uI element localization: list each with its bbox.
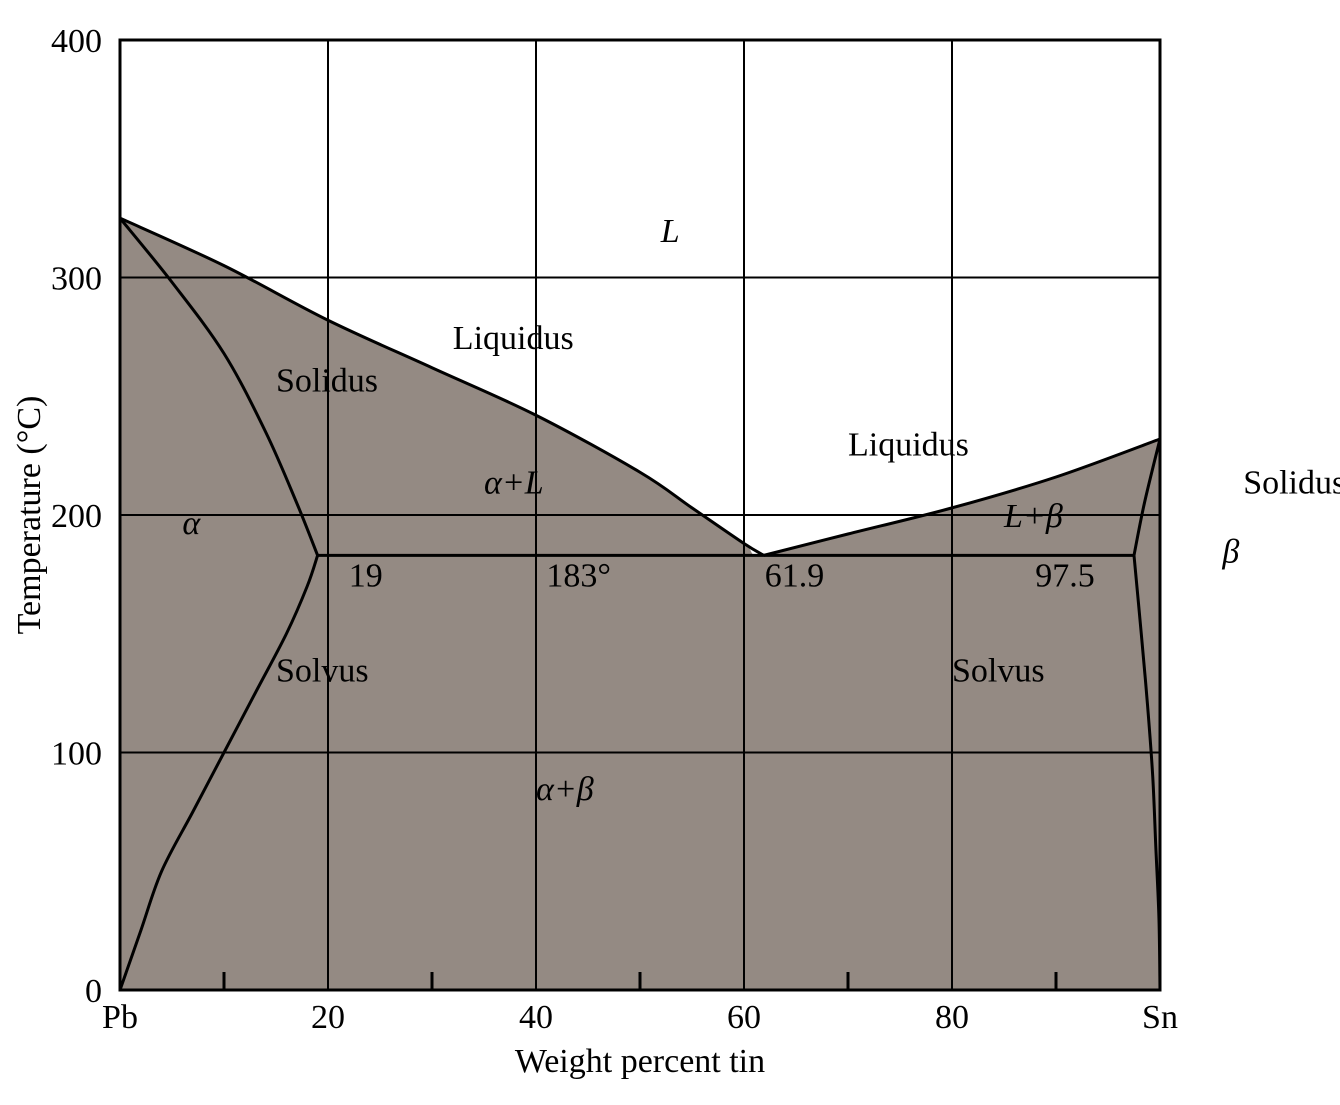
x-tick-label: 80: [935, 999, 969, 1036]
region-label: Solvus: [276, 652, 369, 689]
region-label: 97.5: [1035, 557, 1095, 594]
y-tick-label: 100: [51, 736, 102, 773]
x-axis-label: Weight percent tin: [515, 1043, 765, 1080]
region-label: α+β: [536, 771, 594, 808]
region-label: Liquidus: [848, 427, 969, 464]
y-tick-label: 200: [51, 498, 102, 535]
x-tick-label: 20: [311, 999, 345, 1036]
shaded-region: [120, 218, 1160, 990]
phase-diagram: Pb 20 40 60 80 Sn 0 100 200 300 400 Weight percent …: [0, 0, 1340, 1105]
region-label: Solvus: [952, 652, 1045, 689]
y-tick-label: 400: [51, 23, 102, 60]
region-label: α: [182, 505, 201, 542]
y-tick-label: 300: [51, 261, 102, 298]
region-label: 61.9: [765, 557, 825, 594]
x-tick-label: 40: [519, 999, 553, 1036]
y-axis-label: Temperature (°C): [11, 396, 48, 635]
region-label: Liquidus: [453, 320, 574, 357]
x-tick-label: Pb: [102, 999, 138, 1036]
region-label: 19: [349, 557, 383, 594]
region-label: Solidus: [276, 363, 378, 400]
region-label: α+L: [484, 465, 544, 502]
region-label: L: [660, 213, 680, 250]
region-label: L+β: [1003, 498, 1063, 535]
x-tick-label: 60: [727, 999, 761, 1036]
region-label: Solidus: [1243, 465, 1340, 502]
region-label: β: [1221, 534, 1239, 571]
y-tick-label: 0: [85, 973, 102, 1010]
x-tick-label: Sn: [1142, 999, 1178, 1036]
region-label: 183°: [546, 557, 611, 594]
